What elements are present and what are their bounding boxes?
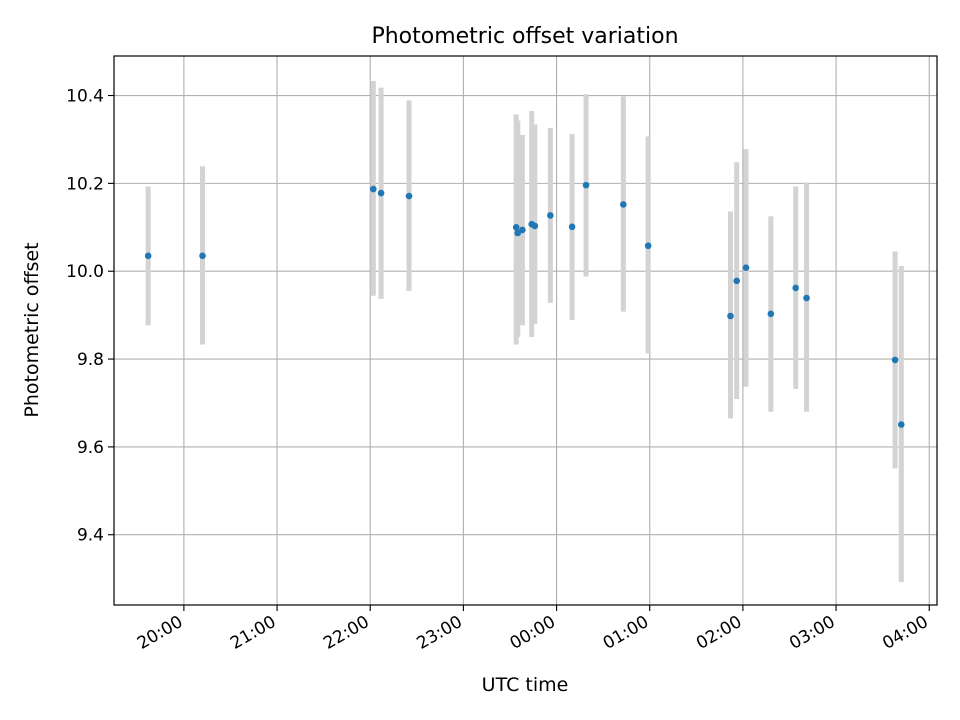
x-axis-label: UTC time: [482, 674, 569, 696]
data-point: [547, 212, 554, 219]
data-point: [733, 277, 740, 285]
data-point: [767, 310, 775, 318]
chart-title: Photometric offset variation: [371, 24, 678, 49]
data-point: [405, 192, 413, 200]
y-axis-ticks: 9.4 9.6 9.8 10.0 10.2 10.4: [66, 87, 114, 546]
data-point: [582, 181, 590, 189]
y-tick-label: 10.4: [66, 87, 104, 107]
y-axis-label: Photometric offset: [21, 242, 43, 417]
data-point: [531, 222, 539, 230]
y-tick-label: 9.6: [77, 438, 104, 458]
data-point: [792, 284, 799, 292]
y-tick-label: 9.8: [77, 350, 104, 370]
y-tick-label: 9.4: [77, 526, 104, 546]
y-tick-label: 10.2: [66, 174, 104, 194]
y-tick-label: 10.0: [66, 262, 104, 282]
data-point: [514, 229, 522, 237]
plot-frame: [113, 55, 938, 606]
data-point: [519, 226, 526, 234]
data-point: [620, 201, 627, 208]
data-point: [568, 223, 576, 231]
data-points: [144, 181, 905, 428]
data-point: [199, 252, 206, 260]
data-point: [370, 185, 377, 193]
data-point: [803, 294, 810, 302]
data-point: [727, 312, 734, 320]
data-point: [144, 252, 152, 260]
data-point: [891, 356, 899, 364]
data-point: [377, 189, 385, 197]
data-point: [512, 223, 520, 231]
data-point: [742, 264, 750, 271]
data-point: [644, 242, 652, 250]
data-point: [897, 421, 905, 428]
